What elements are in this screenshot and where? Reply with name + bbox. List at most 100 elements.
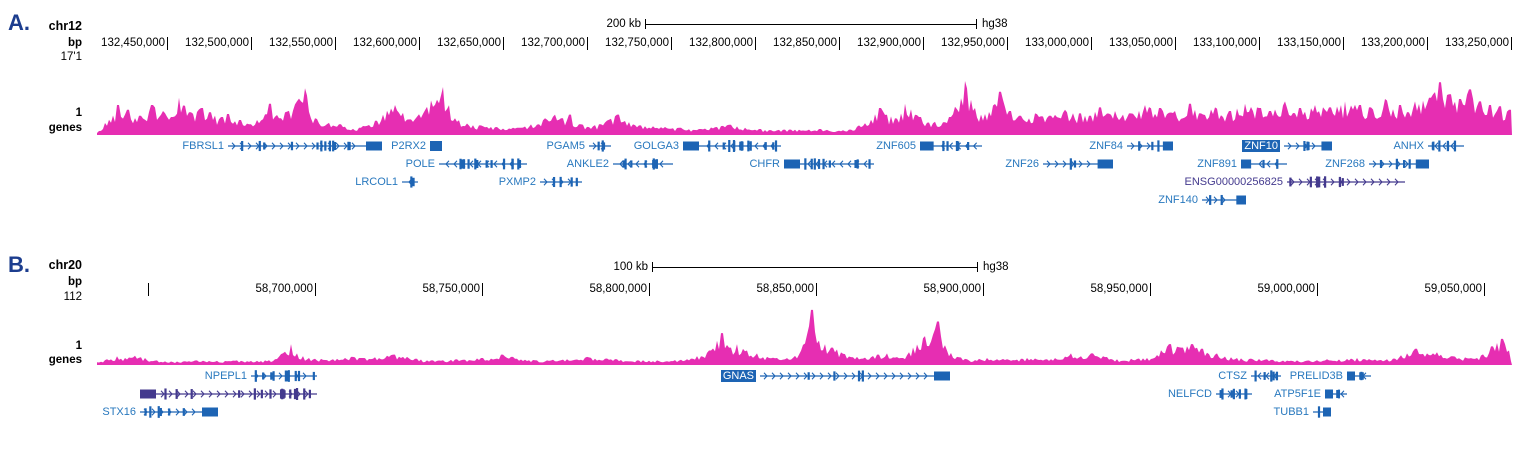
gene-glyph-npepl1[interactable] <box>251 369 317 383</box>
gene-glyph-fbrsl1[interactable] <box>228 139 382 153</box>
ruler-tick <box>40 283 149 296</box>
gene-glyph-pole[interactable] <box>439 157 527 171</box>
ruler-tick: 132,900,000 <box>815 37 924 50</box>
gene-glyph-ctsz[interactable] <box>1251 369 1281 383</box>
ruler-tick: 132,850,000 <box>731 37 840 50</box>
gene-label-znf268[interactable]: ZNF268 <box>1325 158 1365 170</box>
gene-label-nelfcd[interactable]: NELFCD <box>1167 388 1212 400</box>
signal-max-label: 112 <box>63 291 82 303</box>
gene-label-tubb1[interactable]: TUBB1 <box>1273 406 1309 418</box>
ruler-tick: 133,150,000 <box>1235 37 1344 50</box>
gene-glyph-znf84[interactable] <box>1127 139 1173 153</box>
ruler-tick: 132,550,000 <box>227 37 336 50</box>
gene-label-znf605[interactable]: ZNF605 <box>876 140 916 152</box>
gene-label-stx16[interactable]: STX16 <box>102 406 136 418</box>
ruler-tick: 132,600,000 <box>311 37 420 50</box>
coordinate-ruler[interactable]: 132,450,000 132,500,000 132,550,000 132,600… <box>0 37 1538 50</box>
chromosome-label: chr20 <box>48 258 82 272</box>
gene-label-znf26[interactable]: ZNF26 <box>1005 158 1039 170</box>
ruler-tick: 132,950,000 <box>899 37 1008 50</box>
ruler-tick: 133,200,000 <box>1319 37 1428 50</box>
gene-glyph-golga3[interactable] <box>683 139 781 153</box>
gene-glyph-znf10[interactable] <box>1284 139 1332 153</box>
gene-glyph-pgam5[interactable] <box>589 139 611 153</box>
ruler-tick: 132,500,000 <box>143 37 252 50</box>
ruler-tick: 133,100,000 <box>1151 37 1260 50</box>
gene-label-ankle2[interactable]: ANKLE2 <box>566 158 609 170</box>
signal-track[interactable] <box>97 73 1512 135</box>
gene-glyph-ankle2[interactable] <box>613 157 673 171</box>
gene-glyph-unnamed[interactable] <box>140 387 317 401</box>
bp-unit-label: bp <box>67 37 82 49</box>
gene-label-ensg00000256825[interactable]: ENSG00000256825 <box>1184 176 1283 188</box>
gene-label-pole[interactable]: POLE <box>405 158 435 170</box>
gene-label-ctsz[interactable]: CTSZ <box>1218 370 1247 382</box>
panel-b-letter: B. <box>8 252 30 277</box>
ruler-tick: 59,050,000 <box>1376 283 1485 296</box>
gene-label-pgam5[interactable]: PGAM5 <box>546 140 585 152</box>
ruler-tick: 58,950,000 <box>1042 283 1151 296</box>
gene-label-gnas[interactable]: GNAS <box>720 370 756 382</box>
ruler-tick: 132,750,000 <box>563 37 672 50</box>
signal-min-label: 1 <box>75 107 82 119</box>
gene-glyph-ensg00000256825[interactable] <box>1287 175 1405 189</box>
gene-label-golga3[interactable]: GOLGA3 <box>633 140 679 152</box>
bp-unit-label: bp <box>67 276 82 288</box>
signal-area <box>97 309 1512 365</box>
gene-glyph-chfr[interactable] <box>784 157 874 171</box>
ruler-tick: 132,800,000 <box>647 37 756 50</box>
gene-glyph-nelfcd[interactable] <box>1216 387 1252 401</box>
coordinate-ruler[interactable]: 58,700,000 58,750,000 58,800,000 58,850,000… <box>0 283 1538 296</box>
signal-area <box>97 81 1512 135</box>
gene-label-anhx[interactable]: ANHX <box>1393 140 1424 152</box>
signal-max-label: 17'1 <box>60 51 82 63</box>
gene-label-lrcol1[interactable]: LRCOL1 <box>355 176 398 188</box>
gene-glyph-pxmp2[interactable] <box>540 175 582 189</box>
gene-glyph-atp5f1e[interactable] <box>1325 387 1347 401</box>
gene-glyph-znf140[interactable] <box>1202 193 1246 207</box>
gene-label-fbrsl1[interactable]: FBRSL1 <box>182 140 224 152</box>
ruler-tick: 133,250,000 <box>1403 37 1512 50</box>
gene-label-znf891[interactable]: ZNF891 <box>1197 158 1237 170</box>
gene-label-npepl1[interactable]: NPEPL1 <box>204 370 247 382</box>
panel-a-letter: A. <box>8 10 30 35</box>
ruler-tick: 133,050,000 <box>1067 37 1176 50</box>
gene-glyph-znf605[interactable] <box>920 139 982 153</box>
gene-glyph-prelid3b[interactable] <box>1347 369 1371 383</box>
ruler-tick: 132,650,000 <box>395 37 504 50</box>
gene-label-atp5f1e[interactable]: ATP5F1E <box>1274 388 1321 400</box>
gene-label-znf84[interactable]: ZNF84 <box>1089 140 1123 152</box>
gene-label-prelid3b[interactable]: PRELID3B <box>1289 370 1343 382</box>
signal-track[interactable] <box>97 305 1512 365</box>
gene-glyph-znf268[interactable] <box>1369 157 1429 171</box>
gene-glyph-lrcol1[interactable] <box>402 175 418 189</box>
ruler-tick: 132,450,000 <box>59 37 168 50</box>
gene-label-chfr[interactable]: CHFR <box>749 158 780 170</box>
gene-glyph-znf26[interactable] <box>1043 157 1113 171</box>
genes-track-label: genes <box>48 354 82 366</box>
gene-glyph-anhx[interactable] <box>1428 139 1464 153</box>
gene-glyph-tubb1[interactable] <box>1313 405 1331 419</box>
scale-length-label: 100 kb <box>613 261 648 273</box>
genes-track-label: genes <box>48 122 82 134</box>
gene-glyph-gnas[interactable] <box>760 369 950 383</box>
assembly-label: hg38 <box>983 261 1009 273</box>
ruler-tick: 58,750,000 <box>374 283 483 296</box>
ruler-tick: 58,800,000 <box>541 283 650 296</box>
gene-glyph-znf891[interactable] <box>1241 157 1287 171</box>
gene-glyph-p2rx2[interactable] <box>430 139 442 153</box>
gene-glyph-stx16[interactable] <box>140 405 218 419</box>
ruler-tick: 133,000,000 <box>983 37 1092 50</box>
gene-label-znf10[interactable]: ZNF10 <box>1242 140 1280 152</box>
ruler-tick: 58,900,000 <box>875 283 984 296</box>
scale-bar: 100 kb hg38 <box>613 261 1008 273</box>
assembly-label: hg38 <box>982 18 1008 30</box>
ruler-tick: 132,700,000 <box>479 37 588 50</box>
scale-length-label: 200 kb <box>606 18 641 30</box>
gene-label-p2rx2[interactable]: P2RX2 <box>391 140 426 152</box>
gene-label-pxmp2[interactable]: PXMP2 <box>498 176 536 188</box>
gene-label-znf140[interactable]: ZNF140 <box>1158 194 1198 206</box>
